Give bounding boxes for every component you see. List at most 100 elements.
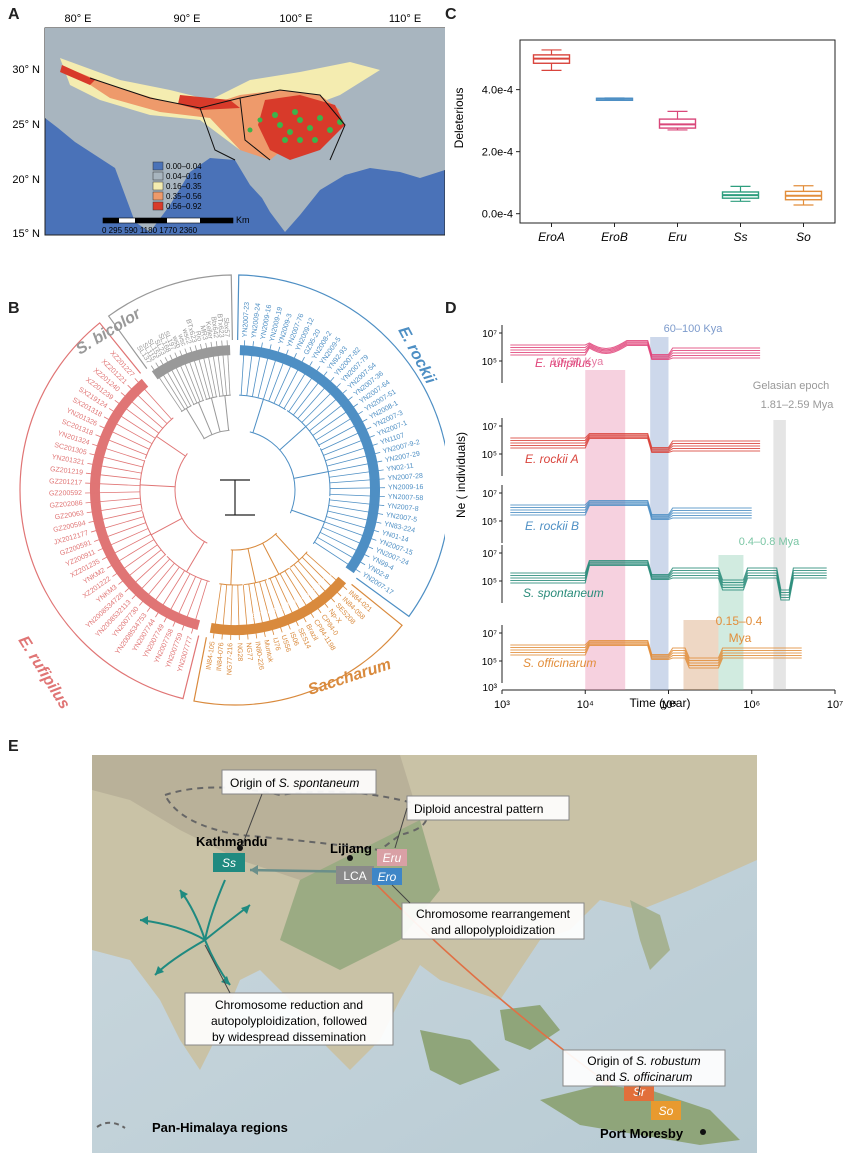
psmc-curve: [510, 561, 827, 594]
svg-text:0.56–0.92: 0.56–0.92: [166, 202, 202, 211]
band-annotation: 0.15–0.4: [716, 614, 763, 628]
x-tick-label: EroB: [601, 230, 628, 244]
svg-text:0.16–0.35: 0.16–0.35: [166, 182, 202, 191]
phylogenetic-tree: YN2007-23 YN2009-24YN2009-16YN2009-19YN20…: [15, 274, 445, 712]
legend-pan-himalaya: Pan-Himalaya regions: [152, 1120, 288, 1135]
branch-tip: [259, 581, 275, 635]
taxon-label: IN80-226: [253, 641, 264, 671]
y-tick-label: 10⁷: [482, 489, 497, 500]
psmc-curve: [510, 436, 761, 452]
lat-tick: 30° N: [12, 64, 40, 76]
taxon-label: YN02-11: [386, 463, 414, 474]
branch-tip: [120, 392, 164, 429]
suitability-high: [258, 95, 345, 160]
tag-ero: [372, 868, 402, 885]
branch-arc: [268, 567, 290, 580]
branch-tip: [329, 499, 385, 506]
branch: [150, 517, 183, 536]
scale-bar: Km 0 295 590 1180 1770 2360: [102, 215, 250, 235]
branch-tip: [262, 346, 281, 400]
taxon-label: Btx642: [209, 316, 219, 339]
branch-arc: [174, 453, 208, 544]
taxon-label: IN84-076: [216, 642, 225, 671]
svg-text:and S. officinarum: and S. officinarum: [596, 1070, 693, 1084]
svg-text:LCA: LCA: [343, 869, 366, 883]
branch-tip: [240, 340, 246, 396]
svg-text:So: So: [659, 1104, 674, 1118]
taxon-label: YN2007-58: [388, 494, 424, 503]
branch: [291, 509, 325, 523]
panel-label-a: A: [8, 6, 20, 23]
psmc-curve: [510, 559, 827, 591]
taxon-label: BTx623: [215, 313, 224, 338]
branch-tip: [301, 383, 341, 423]
branch-tip: [324, 521, 377, 541]
place-port-moresby: Port Moresby: [600, 1126, 684, 1141]
svg-text:Diploid ancestral pattern: Diploid ancestral pattern: [414, 802, 543, 816]
branch-tip: [155, 570, 185, 618]
branch-tip: [164, 357, 192, 407]
branch-tip: [305, 389, 347, 427]
branch: [156, 435, 186, 457]
branch-tip: [169, 354, 195, 405]
taxon-label: YN201321: [51, 454, 85, 467]
taxon-label: IS06: [288, 631, 300, 647]
y-tick-label: 10³: [483, 683, 498, 694]
branch: [140, 484, 176, 488]
band-annotation: Gelasian epoch: [753, 380, 829, 392]
branch-tip: [329, 493, 385, 498]
branch-tip: [329, 478, 385, 484]
taxon-label: IN84-105: [206, 641, 217, 671]
branch-tip: [248, 583, 258, 639]
svg-text:and allopolyploidization: and allopolyploidization: [431, 923, 555, 937]
branch-tip: [101, 533, 152, 560]
branch-tip: [328, 460, 383, 473]
y-tick-label: 2.0e-4: [482, 147, 513, 159]
taxon-label: YN2007-23: [242, 302, 251, 338]
callout-origin-so: Origin of S. robustum and S. officinarum: [562, 1049, 726, 1097]
branch-tip: [273, 353, 297, 404]
x-tick-label: EroA: [538, 230, 565, 244]
y-tick-label: 10⁷: [482, 422, 497, 433]
x-tick-label: 10⁴: [577, 699, 594, 711]
branch-arc: [166, 555, 210, 583]
branch-tip: [268, 349, 289, 402]
branch-tip: [251, 342, 263, 397]
branch-tip: [279, 573, 307, 623]
branch-tip: [106, 539, 155, 569]
clade-ring-saccharum: [209, 576, 347, 635]
branch-tip: [87, 462, 142, 474]
svg-text:Eru: Eru: [383, 851, 402, 865]
band-annotation: 1.81–2.59 Mya: [761, 399, 835, 411]
branch-tip: [85, 497, 141, 504]
branch-arc: [192, 399, 205, 406]
branch-tip: [283, 361, 313, 409]
x-tick-label: Ss: [733, 230, 747, 244]
branch-tip: [86, 503, 142, 514]
taxon-label: IJ76: [271, 637, 281, 652]
taxon-label: YN2007-28: [387, 473, 423, 483]
lon-tick: 110° E: [389, 13, 421, 25]
branch-tip: [139, 562, 175, 606]
branch-tip: [114, 399, 160, 434]
lat-tick: 15° N: [12, 228, 40, 240]
lon-tick: 80° E: [64, 13, 91, 25]
branch-tip: [90, 516, 144, 533]
branch-tip: [329, 487, 385, 489]
branch-tip: [297, 560, 336, 603]
taxon-label: YN2009-24: [251, 303, 262, 339]
new-guinea-land: [540, 1085, 740, 1145]
branch-tip: [297, 377, 335, 419]
branch-tip: [323, 434, 375, 456]
branch-tip: [124, 554, 166, 593]
taxon-label: GZ202086: [49, 500, 83, 510]
psmc-curve: [510, 343, 761, 359]
y-tick-label: 10⁵: [482, 517, 497, 528]
panel-label-e: E: [8, 738, 19, 755]
psmc-curve: [510, 563, 827, 599]
branch-arc: [230, 532, 278, 551]
branch-tip: [242, 584, 249, 640]
branch-tip: [108, 408, 156, 439]
branch-arc: [249, 431, 296, 514]
branch-tip: [205, 342, 217, 397]
